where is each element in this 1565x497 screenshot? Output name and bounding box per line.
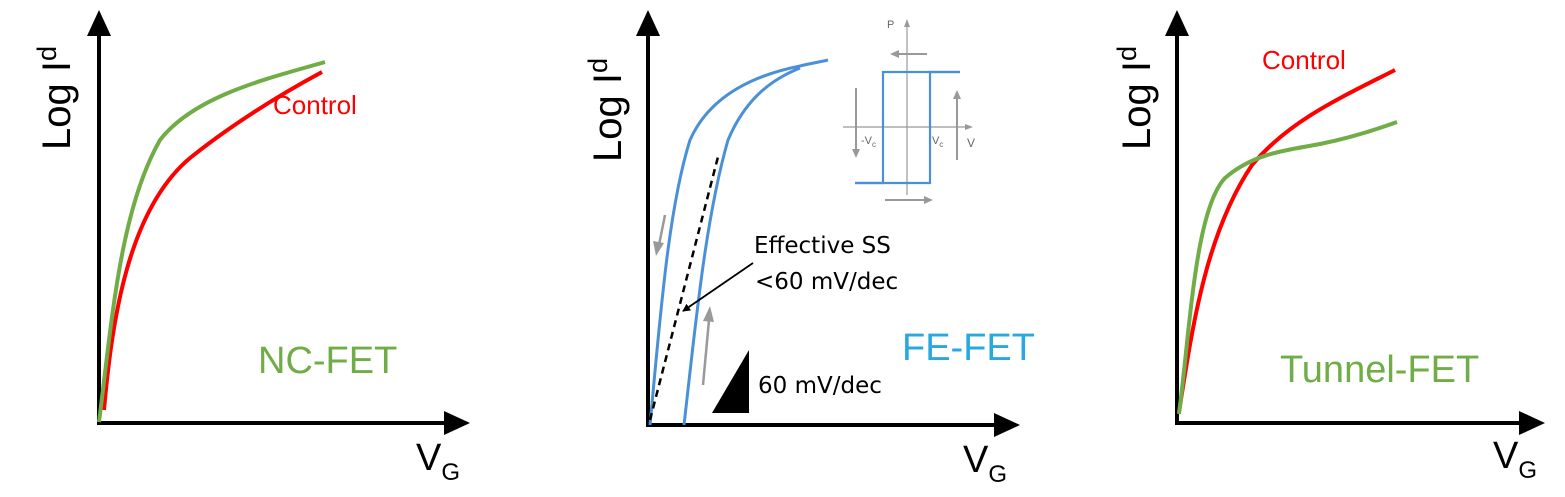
tunnel-y-axis-label: Log Id (1112, 46, 1159, 150)
nc-control-curve (102, 70, 323, 411)
fe-sweep-down-arrow (653, 214, 667, 256)
nc-fet-curve (97, 60, 326, 423)
fe-sweep-up-arrow (701, 306, 714, 386)
nc-y-axis-label: Log Id (32, 46, 79, 150)
fe-slope-triangle (712, 350, 749, 413)
inset-arrow-left-down (852, 88, 860, 158)
nc-x-arrowhead (444, 411, 470, 435)
fe-callout-line1: Effective SS (754, 233, 891, 259)
nc-y-arrowhead (87, 10, 111, 36)
inset-loop-left (855, 70, 960, 185)
nc-control-label: Control (273, 90, 357, 120)
tunnel-axes (1165, 10, 1545, 435)
fe-fet-panel: Log Id VG Effective SS <60 mV/dec 60 mV/… (583, 10, 1035, 488)
fe-y-axis-label: Log Id (583, 58, 630, 162)
nc-fet-panel: Log Id VG Control NC-FET (32, 10, 470, 486)
inset-arrow-top-left (890, 50, 927, 58)
inset-v-label: V (967, 136, 975, 150)
tunnel-fet-panel: Log Id VG Control Tunnel-FET (1112, 10, 1545, 484)
tunnel-device-label: Tunnel-FET (1280, 349, 1479, 391)
inset-arrow-right-up (953, 90, 961, 160)
fe-effective-ss-dashed-line (648, 152, 721, 421)
fe-downsweep-curve (648, 58, 829, 426)
inset-pos-vc-label: Vc (932, 135, 943, 149)
fe-callout-line2: <60 mV/dec (755, 269, 898, 295)
inset-p-label: P (887, 19, 894, 31)
inset-arrow-bottom-right (885, 196, 933, 204)
fe-x-arrowhead (994, 413, 1020, 437)
fe-y-arrowhead (636, 10, 660, 36)
fe-axes (636, 10, 1020, 437)
fe-device-label: FE-FET (902, 327, 1035, 369)
nc-axes (87, 10, 470, 435)
tunnel-control-curve (1177, 68, 1396, 413)
nc-x-axis-label: VG (416, 437, 460, 486)
tunnel-fet-curve (1177, 120, 1398, 415)
tunnel-x-arrowhead (1519, 411, 1545, 435)
tunnel-control-label: Control (1262, 45, 1346, 75)
pv-hysteresis-inset: P V -Vc Vc (843, 19, 975, 204)
tunnel-x-axis-label: VG (1493, 435, 1537, 484)
fe-slope-label: 60 mV/dec (758, 373, 882, 399)
nc-device-label: NC-FET (258, 340, 397, 382)
fe-x-axis-label: VG (963, 439, 1007, 488)
fe-upsweep-curve (682, 66, 801, 426)
fe-callout-arrow (682, 262, 754, 312)
tunnel-y-arrowhead (1165, 10, 1189, 36)
inset-neg-vc-label: -Vc (861, 135, 876, 149)
